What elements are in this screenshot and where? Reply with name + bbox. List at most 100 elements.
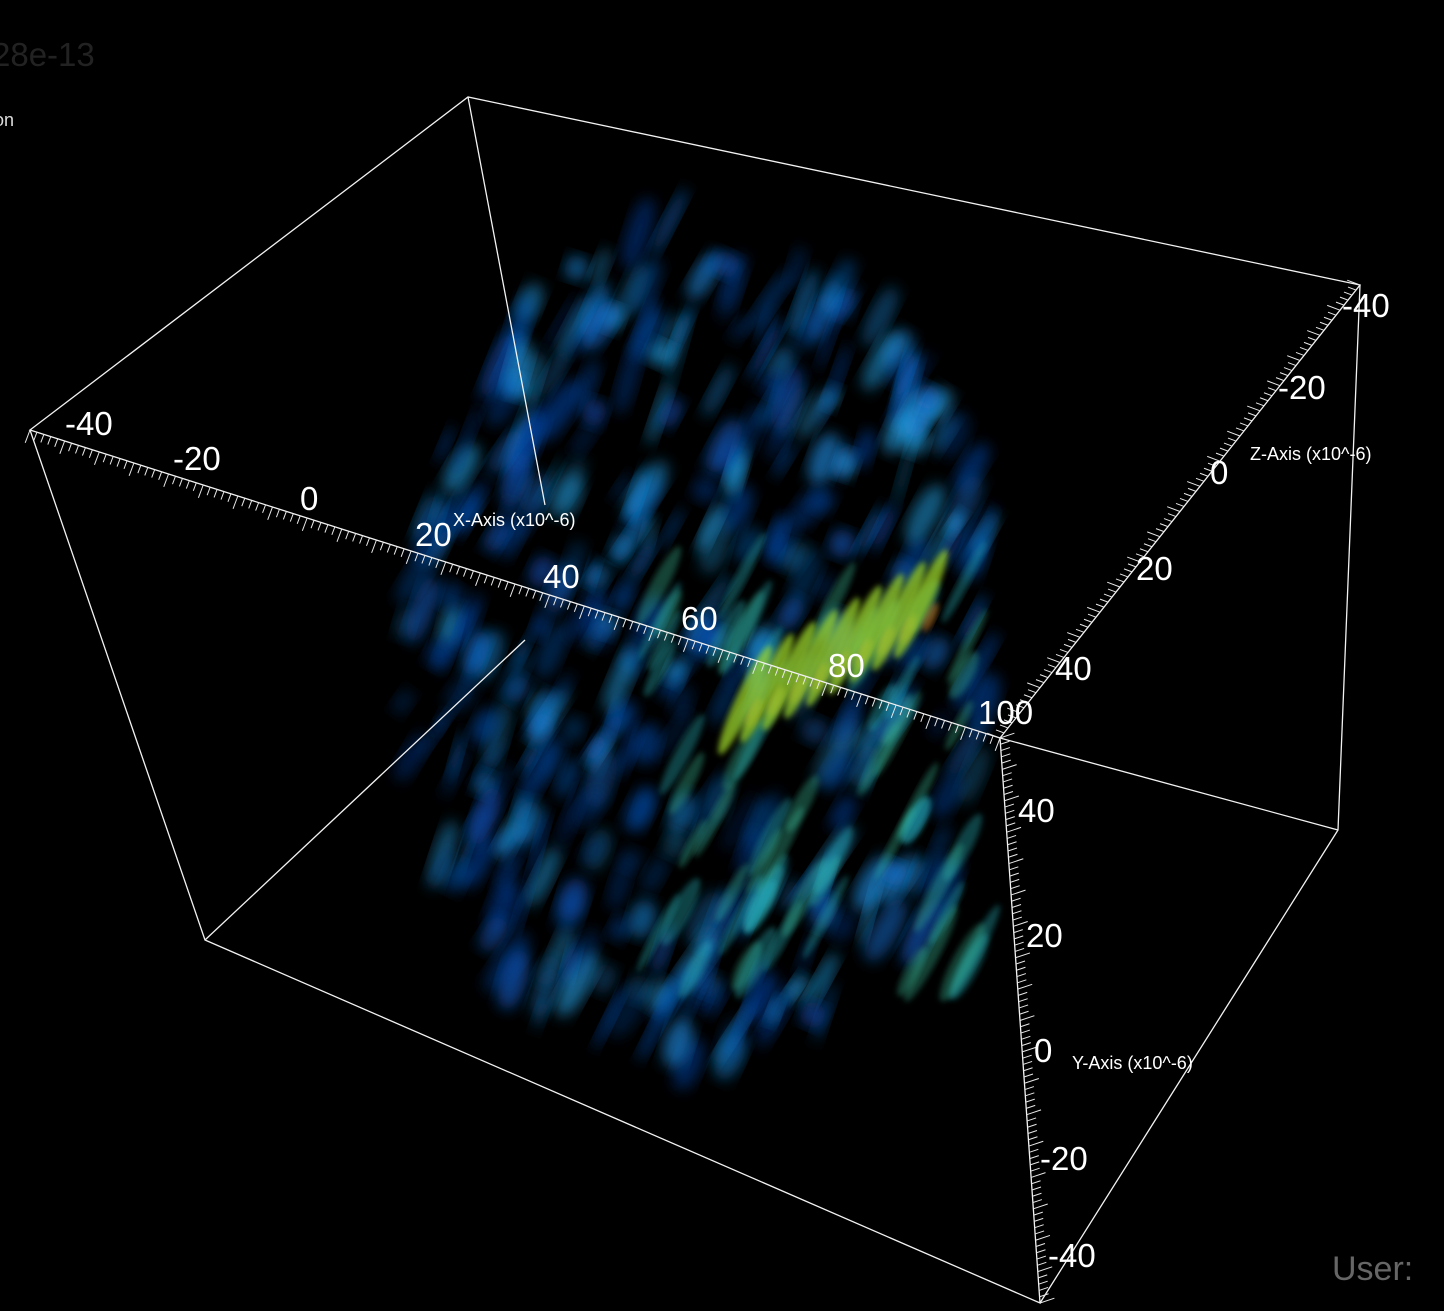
cloud-streak (636, 893, 680, 972)
axis-tick (629, 621, 634, 630)
axis-tick (1179, 497, 1189, 502)
cloud-blob (483, 701, 512, 771)
cloud-blob (932, 859, 962, 921)
cloud-blob (512, 878, 533, 936)
axis-tick (1014, 935, 1024, 940)
cloud-blob (607, 858, 632, 911)
axis-tick (1034, 1230, 1045, 1235)
cloud-blob (470, 708, 500, 745)
axis-tick (525, 588, 530, 597)
axis-tick (1007, 714, 1017, 719)
cloud-blob (829, 911, 856, 942)
axis-tick (934, 718, 939, 727)
axis-tick (1022, 1060, 1033, 1065)
cloud-blob (765, 420, 790, 461)
axis-tick (509, 583, 516, 597)
axis-tick (282, 511, 287, 520)
cloud-blob (772, 442, 796, 478)
cloud-blob (562, 715, 585, 743)
cloud-blob (479, 916, 508, 952)
axis-tick (899, 707, 904, 716)
axis-tick (878, 700, 883, 709)
axis-tick (1003, 784, 1013, 789)
axis-tick (1299, 346, 1309, 351)
cloud-blob (573, 788, 606, 828)
overlay-user: User: (1332, 1250, 1413, 1288)
axis-tick (1026, 1109, 1042, 1116)
cloud-blob (832, 698, 863, 743)
axis-tick (336, 528, 343, 542)
axis-tick (1047, 657, 1061, 663)
axis-tick (317, 522, 322, 531)
cloud-blob (637, 995, 673, 1062)
axis-tick (24, 429, 31, 443)
axis-tick (1115, 578, 1125, 583)
axis-tick (705, 645, 710, 654)
axis-tick (1139, 548, 1149, 553)
axis-tick (463, 568, 467, 577)
axis-tick (608, 614, 613, 623)
cloud-blob (432, 710, 449, 734)
axis-tick (830, 685, 835, 694)
axis-tick (1037, 1266, 1053, 1273)
axis-tick (1002, 772, 1012, 777)
cloud-blob (854, 506, 884, 557)
axis-tick (1127, 556, 1141, 563)
axis-tick (864, 696, 869, 705)
z-tick-label: -20 (1278, 369, 1326, 406)
axis-tick (192, 482, 197, 491)
axis-tick (1247, 405, 1261, 412)
axis-tick (1039, 1293, 1049, 1298)
axis-tick (1083, 618, 1093, 623)
axis-tick (248, 500, 253, 509)
axis-tick (1335, 301, 1345, 306)
x-tick-label: 20 (415, 516, 452, 553)
cloud-blob (495, 499, 516, 545)
y-tick-label: -20 (1040, 1140, 1088, 1177)
x-tick-label: 0 (300, 480, 318, 517)
cloud-blob (712, 251, 739, 278)
axis-tick (1030, 1161, 1040, 1166)
cloud-blob (430, 846, 452, 883)
cloud-core (740, 633, 794, 743)
axis-tick (871, 698, 876, 707)
axis-tick (1107, 588, 1117, 593)
axis-tick (1035, 679, 1045, 684)
axis-tick (1167, 506, 1181, 512)
axis-tick (1011, 904, 1022, 908)
axis-tick (566, 601, 571, 610)
cloud-blob (746, 971, 777, 1025)
cloud-blob (618, 847, 644, 872)
box-edge (204, 96, 546, 941)
cloud-blob (612, 579, 635, 613)
axis-tick (1030, 1172, 1046, 1178)
axis-tick (345, 531, 350, 540)
axis-tick (1187, 487, 1197, 492)
bounding-box (28, 96, 1362, 1305)
axis-tick (109, 456, 114, 465)
x-tick-label: -20 (173, 440, 221, 477)
axis-tick (809, 678, 814, 687)
cloud-blob (460, 633, 488, 698)
axis-tick (1319, 321, 1329, 326)
cloud-blob (520, 741, 541, 774)
axis-tick (352, 533, 357, 542)
cloud-blob (413, 499, 455, 565)
axis-tick (1235, 427, 1245, 432)
axis-tick (1014, 947, 1025, 952)
cloud-blob (469, 786, 501, 846)
axis-tick (740, 656, 745, 665)
axis-tick (1024, 1086, 1035, 1091)
cloud-blob (429, 528, 452, 567)
axis-tick (1027, 1130, 1038, 1134)
axis-tick (786, 671, 793, 685)
cloud-core (806, 597, 860, 707)
cloud-blob (855, 429, 876, 469)
axis-tick (890, 704, 897, 718)
cloud-blob (747, 271, 791, 333)
axis-tick (1025, 1092, 1035, 1097)
axis-tick (206, 487, 211, 496)
axis-tick (81, 447, 86, 456)
axis-tick (1015, 960, 1026, 965)
axis-tick (1247, 412, 1257, 417)
